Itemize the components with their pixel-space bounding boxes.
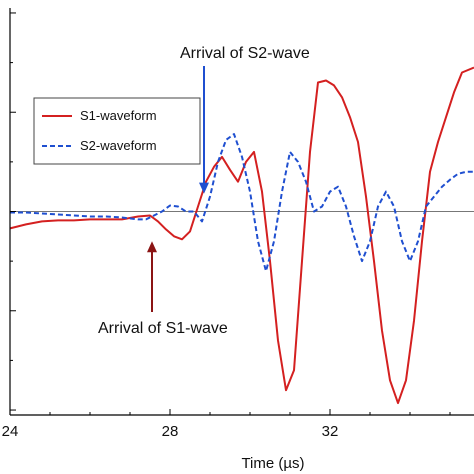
ticks-layer: 24 28 32 [2,12,451,440]
x-tick-label: 24 [2,423,19,440]
series-line-s1 [9,66,474,405]
legend: S1-waveform S2-waveform [33,97,201,165]
annotation-s2-arrival: Arrival of S2-wave [180,45,310,62]
annotation-s2-arrow-head [199,182,209,194]
legend-s1-label: S1-waveform [80,108,157,123]
x-tick-label: 28 [162,423,179,440]
series-line-s2 [10,133,474,273]
legend-box [33,97,201,165]
x-axis-label: Time (µs) [241,455,304,472]
series-layer [9,66,474,405]
legend-s2-label: S2-waveform [80,138,157,153]
annotation-s1-arrow-head [147,241,157,253]
annotation-s1-arrival: Arrival of S1-wave [98,320,228,337]
annotation-layer: Arrival of S2-wave Arrival of S1-wave [98,45,310,337]
x-tick-label: 32 [322,423,339,440]
